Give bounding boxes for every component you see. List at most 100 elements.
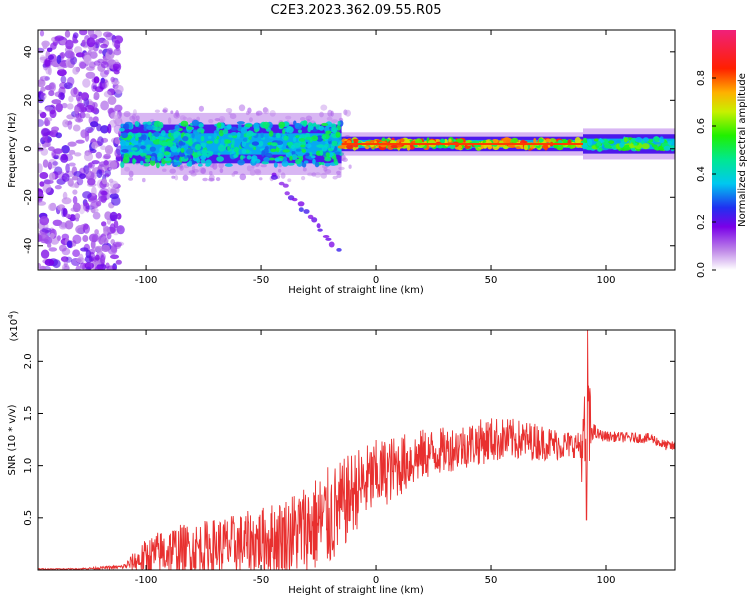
x-tick-label: 100 [596,575,615,586]
spectrogram-cell [320,104,328,111]
snr-y-multiplier: (x104) [7,310,20,341]
spectrogram-cell [344,109,351,117]
spectrogram-cell [39,181,45,187]
spectrogram-cell [113,48,122,56]
spectrogram-cell [38,79,46,88]
spectrogram-cell [542,144,548,149]
spectrogram-cell [523,144,529,151]
spectrogram-cell [233,146,240,153]
spectrogram-cell [49,232,55,239]
spectrogram-cell [615,140,622,144]
spectrogram-cell [437,144,443,149]
spectrogram-cell [188,160,192,167]
spectrogram-cell [119,127,125,132]
spectrogram-cell [230,132,238,136]
spectrogram-cell [104,69,110,75]
spectrogram-cell [39,172,49,179]
spectrogram-cell [54,35,65,41]
spectrogram-cell [79,30,88,36]
spectrogram-cell [258,177,263,181]
spectrogram-cell [174,124,180,131]
spectrogram-cell [134,121,140,127]
spectrogram-cell [60,75,67,84]
spectrogram-cell [225,140,232,144]
spectrogram-cell [168,132,172,138]
spectrogram-cell [61,247,71,256]
spectrogram-cell [270,142,278,147]
spectrogram-cell [147,121,152,126]
spectrogram-cell [66,240,73,248]
y-tick-label: 0.5 [23,510,34,526]
spectrogram-cell [287,162,295,166]
spectrogram-cell [667,140,673,146]
spectrogram-cell [76,257,86,263]
spectrogram-cell [72,202,81,213]
spectrogram-cell [281,160,289,167]
colorbar-tick-label: 0.6 [696,118,707,134]
spectrogram-cell [67,76,75,86]
spectrogram-cell [48,146,55,151]
spectrogram-cell [75,139,85,144]
spectrogram-cell [57,69,67,77]
spectrogram-cell [48,54,54,60]
spectrogram-cell [209,151,214,155]
spectrogram-cell [301,149,306,153]
spectrogram-cell [146,144,152,148]
spectrogram-cell [335,131,341,138]
spectrogram-cell [295,148,302,152]
spectrogram-cell [545,138,551,143]
spectrogram-cell [100,70,109,78]
spectrogram-cell [80,129,88,139]
spectrogram-cell [94,39,100,45]
spectrogram-cell [585,146,593,151]
spectrogram-cell [149,146,156,152]
spectrogram-cell [104,145,114,155]
spectrogram-cell [43,179,54,185]
spectrogram-cell [298,207,304,213]
spectrogram-cell [596,141,602,147]
spectrogram-cell [311,155,316,159]
snr-panel: -100 -50 0 50 100 0.5 1.0 1.5 2.0 Height of str… [7,310,676,596]
spectrogram-cell [107,96,117,105]
spectrogram-cell [275,140,284,145]
spectrogram-cell [120,161,125,169]
spectrogram-cell [192,152,199,159]
spectrogram-cell [100,235,110,245]
spectrogram-cell [40,92,47,100]
spectrogram-cell [72,124,81,132]
spectrogram-cell [74,112,79,122]
spectrogram-cell [184,155,188,159]
spectrogram-cell [94,229,99,235]
spectrogram-cell [90,121,99,128]
spectrogram-cell [114,84,124,94]
spectrogram-cell [42,183,52,193]
spectrogram-cell [162,109,168,113]
spectrogram-cell [65,39,74,50]
spectrogram-cell [79,167,86,176]
spectrogram-cell [260,132,264,139]
spectrogram-cell [278,121,286,129]
spectrogram-cell [200,135,205,142]
spectrogram-cell [236,121,245,125]
spectrogram-cell [601,138,609,146]
spectrogram-cell [83,164,90,175]
spectrogram-cell [94,254,100,261]
spectrogram-cell [262,107,270,115]
spectrogram-cell [70,87,79,98]
colorbar-tick-label: 0.2 [696,214,707,230]
spectrogram-cell [301,162,307,168]
spectrogram-cell [106,232,112,240]
spectrogram-cell [115,259,122,265]
spectrogram-cell [278,181,285,186]
spectrogram-cell [41,128,51,137]
spectrogram-cell [158,136,165,140]
spectrogram-cell [100,77,106,84]
spectrogram-cell [173,152,179,156]
spectrogram-cell [76,102,86,108]
spectrogram-cell [287,178,292,182]
spectrogram-cell [113,220,119,229]
spectrogram-cell [337,120,341,126]
spectrogram-cell [182,136,189,142]
spectrogram-cell [109,211,118,222]
spectrogram-cell [101,221,107,227]
